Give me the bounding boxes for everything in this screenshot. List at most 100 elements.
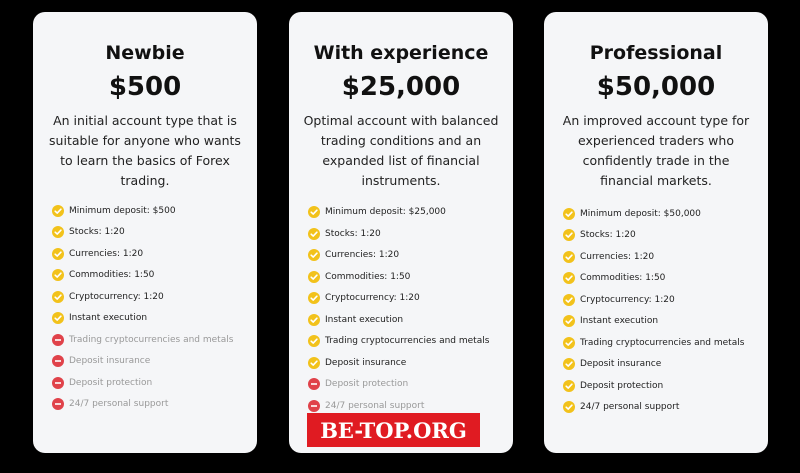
feature-text: Cryptocurrency: 1:20 bbox=[69, 291, 164, 302]
feature-item: Commodities: 1:50 bbox=[52, 265, 251, 287]
minus-icon bbox=[52, 355, 64, 368]
check-icon bbox=[308, 270, 320, 283]
card-description: An improved account type for experienced… bbox=[562, 113, 750, 188]
feature-item: Minimum deposit: $50,000 bbox=[563, 203, 762, 225]
feature-item: Trading cryptocurrencies and metals bbox=[563, 332, 762, 354]
feature-text: Deposit protection bbox=[69, 377, 153, 388]
feature-item: Cryptocurrency: 1:20 bbox=[563, 289, 762, 311]
feature-item: Instant execution bbox=[308, 309, 507, 331]
feature-text: Trading cryptocurrencies and metals bbox=[69, 334, 234, 345]
minus-icon bbox=[308, 399, 320, 412]
pricing-card: Professional $50,000 An improved account t… bbox=[544, 12, 768, 453]
feature-text: Cryptocurrency: 1:20 bbox=[580, 294, 675, 305]
feature-list: Minimum deposit: $25,000 Stocks: 1:20 Curr… bbox=[308, 202, 507, 417]
feature-text: Stocks: 1:20 bbox=[325, 228, 381, 239]
check-icon bbox=[563, 358, 575, 371]
card-price: $25,000 bbox=[341, 72, 461, 102]
feature-text: Deposit protection bbox=[325, 379, 409, 390]
check-icon bbox=[308, 206, 320, 219]
feature-text: 24/7 personal support bbox=[325, 400, 425, 411]
feature-text: Commodities: 1:50 bbox=[580, 273, 666, 284]
feature-text: Trading cryptocurrencies and metals bbox=[325, 336, 490, 347]
check-icon bbox=[563, 272, 575, 285]
feature-item: Deposit protection bbox=[52, 372, 251, 394]
feature-item: Stocks: 1:20 bbox=[563, 225, 762, 247]
card-description: Optimal account with balanced trading co… bbox=[303, 113, 499, 188]
check-icon bbox=[563, 293, 575, 306]
feature-item: 24/7 personal support bbox=[563, 397, 762, 419]
minus-icon bbox=[52, 376, 64, 389]
card-price: $500 bbox=[108, 72, 182, 102]
feature-text: Trading cryptocurrencies and metals bbox=[580, 337, 745, 348]
check-icon bbox=[52, 226, 64, 239]
check-icon bbox=[52, 290, 64, 303]
feature-item: Currencies: 1:20 bbox=[52, 243, 251, 265]
feature-text: Currencies: 1:20 bbox=[69, 248, 144, 259]
feature-item: Commodities: 1:50 bbox=[308, 266, 507, 288]
feature-text: 24/7 personal support bbox=[69, 399, 169, 410]
check-icon bbox=[308, 292, 320, 305]
feature-item: Deposit insurance bbox=[52, 351, 251, 373]
feature-text: Deposit insurance bbox=[580, 359, 662, 370]
feature-item: Minimum deposit: $500 bbox=[52, 200, 251, 222]
feature-item: Cryptocurrency: 1:20 bbox=[52, 286, 251, 308]
card-price: $50,000 bbox=[596, 72, 716, 102]
feature-text: Instant execution bbox=[325, 314, 404, 325]
card-title: Newbie bbox=[105, 42, 185, 64]
feature-item: Stocks: 1:20 bbox=[52, 222, 251, 244]
feature-item: 24/7 personal support bbox=[308, 395, 507, 417]
check-icon bbox=[308, 335, 320, 348]
feature-text: Deposit insurance bbox=[325, 357, 407, 368]
feature-text: Commodities: 1:50 bbox=[69, 270, 155, 281]
minus-icon bbox=[52, 333, 64, 346]
card-title: With experience bbox=[313, 42, 489, 64]
feature-text: Deposit protection bbox=[580, 380, 664, 391]
pricing-card: With experience $25,000 Optimal account wi… bbox=[289, 12, 513, 453]
check-icon bbox=[563, 401, 575, 414]
feature-text: 24/7 personal support bbox=[580, 402, 680, 413]
feature-item: Stocks: 1:20 bbox=[308, 223, 507, 245]
feature-text: Minimum deposit: $25,000 bbox=[325, 207, 446, 218]
card-title: Professional bbox=[589, 42, 723, 64]
feature-text: Stocks: 1:20 bbox=[580, 230, 636, 241]
check-icon bbox=[52, 312, 64, 325]
feature-item: Instant execution bbox=[52, 308, 251, 330]
feature-item: Deposit protection bbox=[563, 375, 762, 397]
check-icon bbox=[563, 379, 575, 392]
feature-text: Commodities: 1:50 bbox=[325, 271, 411, 282]
feature-text: Instant execution bbox=[580, 316, 659, 327]
check-icon bbox=[563, 207, 575, 220]
feature-list: Minimum deposit: $500 Stocks: 1:20 Currenc… bbox=[52, 200, 251, 415]
check-icon bbox=[308, 227, 320, 240]
feature-item: Instant execution bbox=[563, 311, 762, 333]
check-icon bbox=[52, 247, 64, 260]
feature-item: Minimum deposit: $25,000 bbox=[308, 202, 507, 224]
feature-text: Currencies: 1:20 bbox=[325, 250, 400, 261]
feature-text: Stocks: 1:20 bbox=[69, 227, 125, 238]
check-icon bbox=[563, 315, 575, 328]
feature-item: Currencies: 1:20 bbox=[308, 245, 507, 267]
feature-item: Commodities: 1:50 bbox=[563, 268, 762, 290]
feature-item: Cryptocurrency: 1:20 bbox=[308, 288, 507, 310]
feature-list: Minimum deposit: $50,000 Stocks: 1:20 Curr… bbox=[563, 203, 762, 418]
pricing-card: Newbie $500 An initial account type that i… bbox=[33, 12, 257, 453]
check-icon bbox=[308, 356, 320, 369]
feature-item: Deposit insurance bbox=[563, 354, 762, 376]
check-icon bbox=[52, 204, 64, 217]
check-icon bbox=[563, 250, 575, 263]
watermark: BE-TOP.ORG bbox=[307, 413, 480, 447]
check-icon bbox=[308, 313, 320, 326]
check-icon bbox=[308, 249, 320, 262]
feature-text: Deposit insurance bbox=[69, 356, 151, 367]
feature-item: Trading cryptocurrencies and metals bbox=[52, 329, 251, 351]
check-icon bbox=[52, 269, 64, 282]
feature-text: Cryptocurrency: 1:20 bbox=[325, 293, 420, 304]
feature-text: Minimum deposit: $50,000 bbox=[580, 208, 701, 219]
card-description: An initial account type that is suitable… bbox=[49, 113, 241, 188]
feature-item: 24/7 personal support bbox=[52, 394, 251, 416]
feature-text: Instant execution bbox=[69, 313, 148, 324]
feature-text: Currencies: 1:20 bbox=[580, 251, 655, 262]
minus-icon bbox=[308, 378, 320, 391]
feature-item: Deposit insurance bbox=[308, 352, 507, 374]
